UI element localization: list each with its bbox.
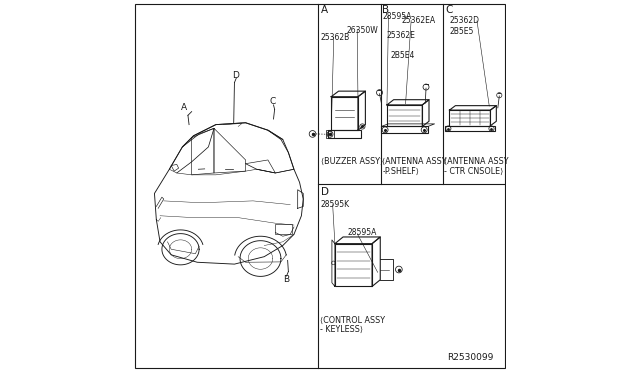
- Bar: [331, 97, 358, 130]
- Text: D: D: [321, 187, 329, 197]
- Bar: [275, 224, 292, 234]
- Bar: [387, 105, 422, 126]
- Text: B: B: [383, 5, 390, 15]
- Text: 28595K: 28595K: [321, 200, 350, 209]
- Text: C: C: [269, 97, 276, 106]
- Bar: [335, 244, 372, 286]
- Text: R2530099: R2530099: [447, 353, 494, 362]
- Text: ⟨ANTENNA ASSY: ⟨ANTENNA ASSY: [444, 157, 508, 166]
- Text: 28595A: 28595A: [348, 228, 377, 237]
- Text: C: C: [445, 5, 452, 15]
- Bar: [381, 126, 428, 133]
- Text: 25362D: 25362D: [449, 16, 479, 25]
- Text: ⟨BUZZER ASSY⟩: ⟨BUZZER ASSY⟩: [321, 157, 383, 166]
- Text: D: D: [232, 71, 239, 80]
- Text: 26350W: 26350W: [346, 26, 378, 35]
- Bar: [445, 126, 495, 131]
- Text: A: A: [321, 5, 328, 15]
- Text: 2B5E4: 2B5E4: [390, 51, 415, 60]
- Text: ⟨CONTROL ASSY: ⟨CONTROL ASSY: [319, 316, 385, 325]
- Text: 2B5E5: 2B5E5: [449, 27, 474, 36]
- Text: 25362EA: 25362EA: [402, 16, 436, 25]
- Text: - KEYLESS⟩: - KEYLESS⟩: [319, 325, 363, 334]
- Bar: [449, 110, 490, 126]
- Text: 25362B: 25362B: [321, 33, 350, 42]
- Text: - CTR CNSOLE⟩: - CTR CNSOLE⟩: [444, 167, 503, 176]
- Text: -P.SHELF⟩: -P.SHELF⟩: [382, 167, 419, 176]
- Text: A: A: [181, 103, 188, 112]
- Text: B: B: [283, 275, 289, 284]
- Bar: [328, 130, 361, 138]
- Text: 28595A: 28595A: [383, 12, 412, 20]
- Bar: [326, 130, 334, 138]
- Text: 25362E: 25362E: [386, 31, 415, 40]
- Text: ⟨ANTENNA ASSY: ⟨ANTENNA ASSY: [382, 157, 447, 166]
